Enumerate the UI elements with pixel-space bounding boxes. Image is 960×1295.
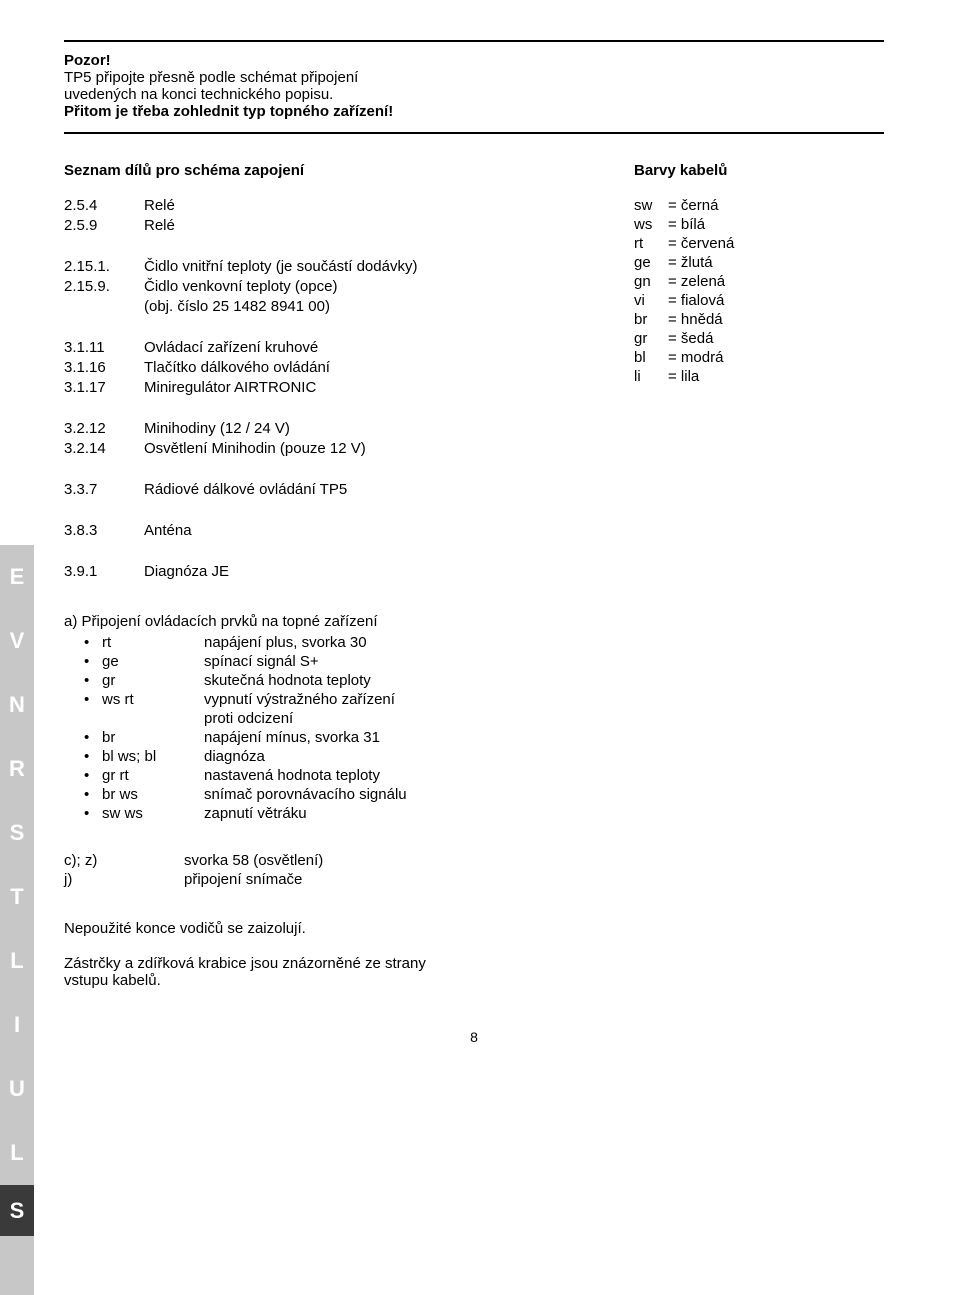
bullet-icon: • xyxy=(84,805,102,822)
conn-code: sw ws xyxy=(102,805,204,822)
part-num xyxy=(64,298,144,315)
colors-heading: Barvy kabelů xyxy=(634,162,884,179)
cz-desc: připojení snímače xyxy=(184,871,884,888)
conn-desc: skutečná hodnota teploty xyxy=(204,672,884,689)
conn-desc: proti odcizení xyxy=(204,710,884,727)
part-num: 3.8.3 xyxy=(64,522,144,539)
color-name: = lila xyxy=(668,368,884,385)
color-code: vi xyxy=(634,292,668,309)
part-num: 3.9.1 xyxy=(64,563,144,580)
cz-code: j) xyxy=(64,871,184,888)
part-desc: Čidlo venkovní teploty (opce) xyxy=(144,278,594,295)
conn-code: gr rt xyxy=(102,767,204,784)
color-code: gn xyxy=(634,273,668,290)
part-num: 3.2.12 xyxy=(64,420,144,437)
warning-title: Pozor! xyxy=(64,52,884,69)
part-num: 2.15.1. xyxy=(64,258,144,275)
page-number: 8 xyxy=(64,1029,884,1045)
part-desc: Minihodiny (12 / 24 V) xyxy=(144,420,594,437)
part-desc: Osvětlení Minihodin (pouze 12 V) xyxy=(144,440,594,457)
color-name: = červená xyxy=(668,235,884,252)
cz-desc: svorka 58 (osvětlení) xyxy=(184,852,884,869)
cz-code: c); z) xyxy=(64,852,184,869)
conn-code: ge xyxy=(102,653,204,670)
part-num: 2.15.9. xyxy=(64,278,144,295)
bullet-icon: • xyxy=(84,653,102,670)
note-line: vstupu kabelů. xyxy=(64,972,884,989)
bullet-icon: • xyxy=(84,748,102,765)
part-desc: Rádiové dálkové ovládání TP5 xyxy=(144,481,594,498)
color-name: = modrá xyxy=(668,349,884,366)
conn-desc: spínací signál S+ xyxy=(204,653,884,670)
part-desc: Ovládací zařízení kruhové xyxy=(144,339,594,356)
bullet-icon xyxy=(84,710,102,727)
part-desc: Čidlo vnitřní teploty (je součástí dodáv… xyxy=(144,258,594,275)
part-num: 3.3.7 xyxy=(64,481,144,498)
color-name: = hnědá xyxy=(668,311,884,328)
conn-code: br ws xyxy=(102,786,204,803)
conn-code: rt xyxy=(102,634,204,651)
conn-desc: snímač porovnávacího signálu xyxy=(204,786,884,803)
color-name: = fialová xyxy=(668,292,884,309)
color-code: bl xyxy=(634,349,668,366)
color-name: = černá xyxy=(668,197,884,214)
part-desc: Relé xyxy=(144,197,594,214)
part-num: 3.2.14 xyxy=(64,440,144,457)
conn-desc: nastavená hodnota teploty xyxy=(204,767,884,784)
part-num: 2.5.9 xyxy=(64,217,144,234)
notes-block: Nepoužité konce vodičů se zaizolují. Zás… xyxy=(64,920,884,989)
bullet-icon: • xyxy=(84,786,102,803)
note-line: Nepoužité konce vodičů se zaizolují. xyxy=(64,920,884,937)
conn-desc: napájení mínus, svorka 31 xyxy=(204,729,884,746)
conn-code: gr xyxy=(102,672,204,689)
conn-desc: napájení plus, svorka 30 xyxy=(204,634,884,651)
part-desc: Miniregulátor AIRTRONIC xyxy=(144,379,594,396)
bullet-icon: • xyxy=(84,767,102,784)
bullet-icon: • xyxy=(84,691,102,708)
color-name: = bílá xyxy=(668,216,884,233)
part-desc: Diagnóza JE xyxy=(144,563,594,580)
sidebar-letter: L xyxy=(0,1121,34,1185)
warning-line: TP5 připojte přesně podle schémat připoj… xyxy=(64,69,884,86)
mid-rule xyxy=(64,132,884,134)
parts-list: Seznam dílů pro schéma zapojení 2.5.4Rel… xyxy=(64,162,594,583)
part-desc: Tlačítko dálkového ovládání xyxy=(144,359,594,376)
conn-code xyxy=(102,710,204,727)
color-name: = zelená xyxy=(668,273,884,290)
part-desc: Relé xyxy=(144,217,594,234)
sidebar-letter-active: S xyxy=(0,1185,34,1236)
conn-desc: zapnutí větráku xyxy=(204,805,884,822)
color-code: sw xyxy=(634,197,668,214)
bullet-icon: • xyxy=(84,672,102,689)
part-desc: Anténa xyxy=(144,522,594,539)
part-desc: (obj. číslo 25 1482 8941 00) xyxy=(144,298,594,315)
bullet-icon: • xyxy=(84,634,102,651)
connections-heading: a) Připojení ovládacích prvků na topné z… xyxy=(64,613,884,630)
color-code: gr xyxy=(634,330,668,347)
cable-colors: Barvy kabelů sw= černá ws= bílá rt= červ… xyxy=(634,162,884,583)
parts-heading: Seznam dílů pro schéma zapojení xyxy=(64,162,594,179)
warning-line: Přitom je třeba zohlednit typ topného za… xyxy=(64,103,884,120)
color-name: = žlutá xyxy=(668,254,884,271)
part-num: 3.1.17 xyxy=(64,379,144,396)
color-code: li xyxy=(634,368,668,385)
part-num: 3.1.16 xyxy=(64,359,144,376)
color-name: = šedá xyxy=(668,330,884,347)
color-code: br xyxy=(634,311,668,328)
part-num: 2.5.4 xyxy=(64,197,144,214)
conn-code: ws rt xyxy=(102,691,204,708)
conn-desc: vypnutí výstražného zařízení xyxy=(204,691,884,708)
warning-box: Pozor! TP5 připojte přesně podle schémat… xyxy=(64,42,884,132)
conn-code: br xyxy=(102,729,204,746)
warning-line: uvedených na konci technického popisu. xyxy=(64,86,884,103)
color-code: ws xyxy=(634,216,668,233)
color-code: rt xyxy=(634,235,668,252)
note-line: Zástrčky a zdířková krabice jsou znázorn… xyxy=(64,955,884,972)
color-code: ge xyxy=(634,254,668,271)
part-num: 3.1.11 xyxy=(64,339,144,356)
conn-desc: diagnóza xyxy=(204,748,884,765)
bullet-icon: • xyxy=(84,729,102,746)
conn-code: bl ws; bl xyxy=(102,748,204,765)
